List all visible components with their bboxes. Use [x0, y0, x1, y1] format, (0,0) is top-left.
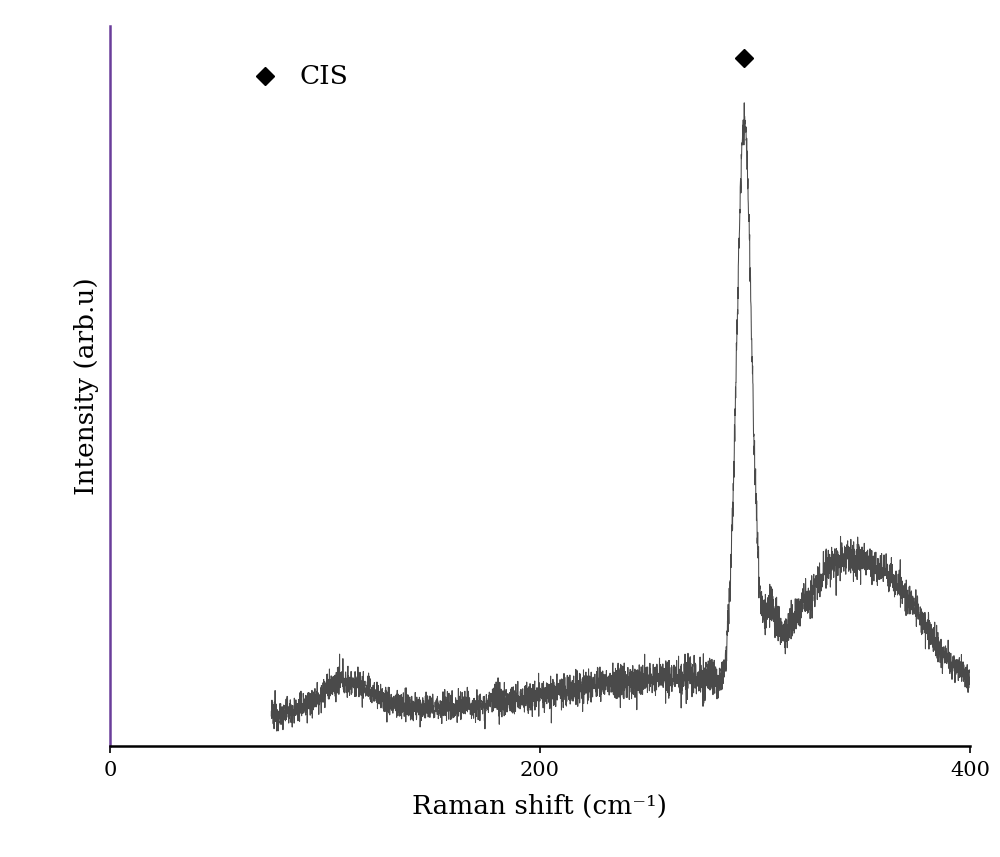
Text: CIS: CIS	[299, 63, 348, 88]
Y-axis label: Intensity (arb.u): Intensity (arb.u)	[74, 277, 99, 494]
X-axis label: Raman shift (cm⁻¹): Raman shift (cm⁻¹)	[413, 794, 668, 818]
